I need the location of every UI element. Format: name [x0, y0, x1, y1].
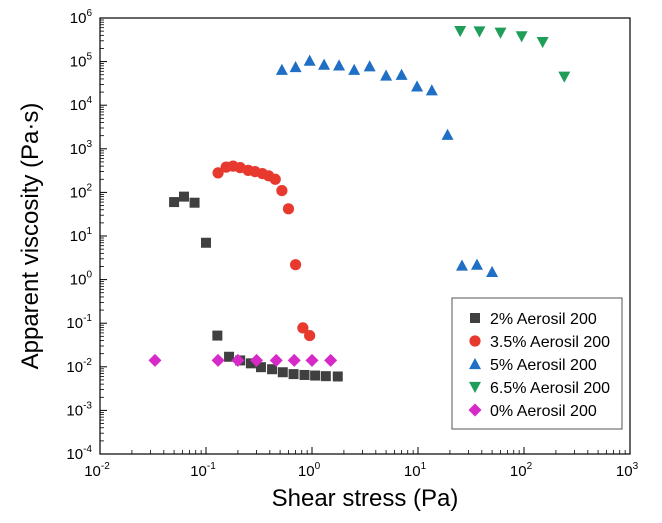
- data-point: [455, 259, 468, 271]
- data-point: [299, 369, 310, 380]
- data-point: [515, 31, 528, 43]
- data-point: [380, 69, 393, 81]
- data-point: [212, 167, 224, 179]
- data-point: [282, 203, 295, 215]
- x-tick-label: 103: [616, 461, 639, 480]
- y-axis-title: Apparent viscosity (Pa·s): [17, 103, 44, 370]
- legend-item: 5% Aerosil 200: [469, 357, 597, 374]
- data-point: [348, 63, 361, 75]
- data-point: [324, 353, 338, 367]
- y-tick-label: 100: [70, 270, 93, 289]
- legend-marker: [469, 381, 481, 393]
- data-point: [486, 265, 499, 278]
- legend-marker: [468, 403, 482, 417]
- data-point: [470, 258, 483, 270]
- data-point: [441, 128, 454, 140]
- data-point: [148, 353, 162, 367]
- y-tick-label: 101: [70, 226, 93, 245]
- data-point: [224, 351, 235, 362]
- data-point: [189, 197, 200, 208]
- data-point: [558, 71, 571, 83]
- data-point: [277, 367, 288, 378]
- series-1: [212, 160, 316, 342]
- legend-box: [451, 297, 623, 430]
- data-point: [267, 364, 278, 375]
- legend-marker: [469, 358, 481, 370]
- data-point: [231, 353, 245, 367]
- y-tick-label: 10-4: [66, 444, 92, 463]
- y-axis-ticks: 10-4 10-3 10-2 10-1 100 101 102 103 104 105 106: [66, 8, 107, 463]
- data-point: [363, 60, 376, 72]
- y-tick-label: 104: [70, 95, 93, 114]
- data-point: [289, 259, 302, 271]
- series-2: [275, 54, 499, 278]
- legend-item: 3.5% Aerosil 200: [469, 334, 610, 351]
- x-tick-label: 100: [298, 461, 321, 480]
- y-tick-label: 103: [70, 139, 93, 158]
- data-point: [333, 59, 346, 71]
- data-point: [310, 370, 321, 381]
- x-tick-label: 10-2: [84, 461, 110, 480]
- data-point: [320, 371, 331, 382]
- data-point: [425, 84, 438, 96]
- y-tick-label: 10-2: [66, 357, 92, 376]
- data-point: [536, 37, 549, 49]
- legend: 2% Aerosil 200 3.5% Aerosil 200 5% Aerosil…: [451, 297, 623, 430]
- data-point: [304, 329, 316, 342]
- data-point: [269, 173, 281, 185]
- data-point: [269, 353, 283, 367]
- data-point: [245, 358, 256, 369]
- x-tick-label: 10-1: [190, 461, 216, 480]
- x-tick-label: 101: [404, 461, 427, 480]
- x-axis-title: Shear stress (Pa): [272, 485, 459, 512]
- data-point: [211, 353, 225, 367]
- data-point: [212, 330, 223, 341]
- data-point: [305, 353, 319, 367]
- data-point: [255, 362, 266, 373]
- series-0: [169, 191, 343, 382]
- legend-label: 3.5% Aerosil 200: [490, 334, 610, 351]
- legend-item: 0% Aerosil 200: [468, 403, 597, 420]
- data-point: [297, 322, 309, 334]
- legend-item: 2% Aerosil 200: [470, 311, 597, 328]
- legend-label: 6.5% Aerosil 200: [490, 380, 610, 397]
- y-tick-label: 106: [70, 8, 93, 27]
- series-3: [454, 26, 571, 83]
- legend-item: 6.5% Aerosil 200: [469, 380, 610, 397]
- data-point: [411, 80, 424, 92]
- data-point: [287, 353, 301, 367]
- y-tick-label: 105: [70, 52, 93, 71]
- data-point: [473, 26, 486, 38]
- legend-label: 2% Aerosil 200: [490, 311, 597, 328]
- series-4: [148, 353, 338, 367]
- y-tick-label: 10-1: [66, 313, 92, 332]
- legend-marker: [469, 335, 481, 347]
- x-axis-ticks: 10-2 10-1 100 101 102 103: [84, 447, 639, 480]
- data-point: [250, 353, 264, 367]
- data-point: [332, 371, 343, 382]
- data-point: [288, 369, 299, 380]
- legend-label: 5% Aerosil 200: [490, 357, 597, 374]
- data-markers: [148, 26, 571, 382]
- legend-label: 0% Aerosil 200: [490, 403, 597, 420]
- y-tick-label: 102: [70, 182, 93, 201]
- legend-marker: [470, 313, 480, 323]
- data-point: [454, 26, 467, 38]
- data-point: [276, 184, 288, 197]
- data-point: [494, 27, 507, 39]
- data-point: [289, 61, 302, 73]
- data-point: [395, 68, 408, 80]
- y-tick-label: 10-3: [66, 400, 92, 419]
- data-point: [275, 63, 288, 75]
- data-point: [201, 237, 211, 248]
- x-tick-label: 102: [510, 461, 533, 480]
- data-point: [169, 197, 180, 208]
- data-point: [318, 58, 331, 70]
- data-point: [178, 191, 189, 202]
- data-point: [303, 54, 316, 66]
